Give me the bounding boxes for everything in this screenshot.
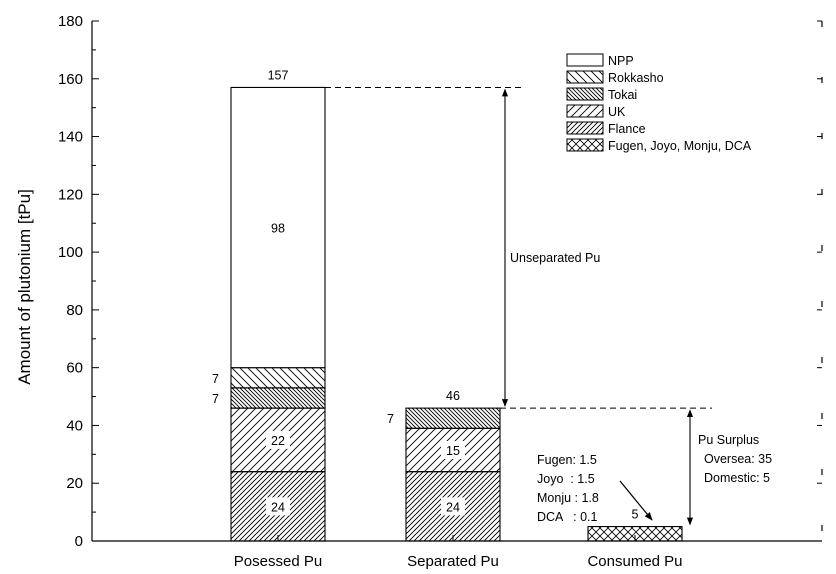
annotation-unseparated: Unseparated Pu (510, 251, 600, 265)
legend-entry: UK (608, 105, 626, 119)
annotation-surplus: Pu Surplus Oversea: 35 Domestic: 5 (698, 433, 772, 485)
legend-entry: Tokai (608, 88, 637, 102)
y-tick-label: 100 (58, 244, 83, 261)
total-label: 5 (632, 508, 639, 522)
consumed-line-fugen: Fugen: 1.5 (537, 453, 597, 467)
unseparated-label: Unseparated Pu (510, 251, 600, 265)
segment-label: 15 (446, 444, 460, 458)
y-tick-label: 120 (58, 186, 83, 203)
bars-layer (230, 86, 683, 542)
segment-label-bg (266, 218, 290, 237)
segment-label: 7 (387, 412, 394, 426)
segment-label: 7 (212, 392, 219, 406)
consumed-line-monju: Monju : 1.8 (537, 491, 599, 505)
legend-entry: Flance (608, 122, 646, 136)
segment-label: 98 (271, 222, 285, 236)
legend-entry: Rokkasho (608, 71, 664, 85)
legend: NPP Rokkasho Tokai UK Flance Fugen, Joyo, Mon… (566, 53, 752, 153)
bar-segment (405, 407, 501, 429)
segment-label: 24 (271, 500, 285, 514)
surplus-oversea: Oversea: 35 (704, 452, 772, 466)
y-axis-title: Amount of plutonium [tPu] (15, 189, 34, 385)
segment-label-bg (266, 497, 290, 516)
y-tick-label: 180 (58, 13, 83, 30)
total-label: 46 (446, 389, 460, 403)
consumed-line-joyo: Joyo : 1.5 (537, 472, 595, 486)
x-category-label: Consumed Pu (587, 553, 682, 570)
x-category-label: Posessed Pu (234, 553, 322, 570)
total-label: 157 (268, 68, 289, 82)
segment-label-bg (441, 497, 465, 516)
legend-swatch (566, 87, 604, 101)
y-tick-label: 140 (58, 129, 83, 146)
axes-layer: 0 20 40 60 80 100 120 140 160 180 Posessed Pu Separ… (58, 13, 823, 570)
surplus-domestic: Domestic: 5 (704, 471, 770, 485)
y-tick-label: 0 (75, 533, 83, 550)
segment-label: 7 (212, 372, 219, 386)
bar-segment (230, 367, 326, 389)
legend-swatch (566, 53, 604, 67)
y-tick-label: 20 (66, 475, 83, 492)
y-tick-label: 60 (66, 360, 83, 377)
segment-label: 22 (271, 434, 285, 448)
legend-swatch (566, 121, 604, 135)
legend-swatch (566, 138, 604, 152)
x-category-label: Separated Pu (407, 553, 499, 570)
bar-segment (230, 387, 326, 409)
y-tick-label: 80 (66, 302, 83, 319)
consumed-line-dca: DCA : 0.1 (537, 510, 597, 524)
y-tick-label: 40 (66, 417, 83, 434)
segment-label-bg (441, 441, 465, 459)
segment-label: 24 (446, 500, 460, 514)
y-tick-label: 160 (58, 71, 83, 88)
legend-swatch (566, 70, 604, 84)
consumed-arrow (619, 480, 653, 521)
segment-label-bg (266, 430, 290, 449)
surplus-title: Pu Surplus (698, 433, 759, 447)
bar-segment (587, 526, 683, 542)
legend-entry: NPP (608, 54, 634, 68)
legend-swatch (566, 104, 604, 118)
legend-entry: Fugen, Joyo, Monju, DCA (608, 139, 752, 153)
annotation-consumed: Fugen: 1.5 Joyo : 1.5 Monju : 1.8 DCA : … (537, 453, 653, 524)
